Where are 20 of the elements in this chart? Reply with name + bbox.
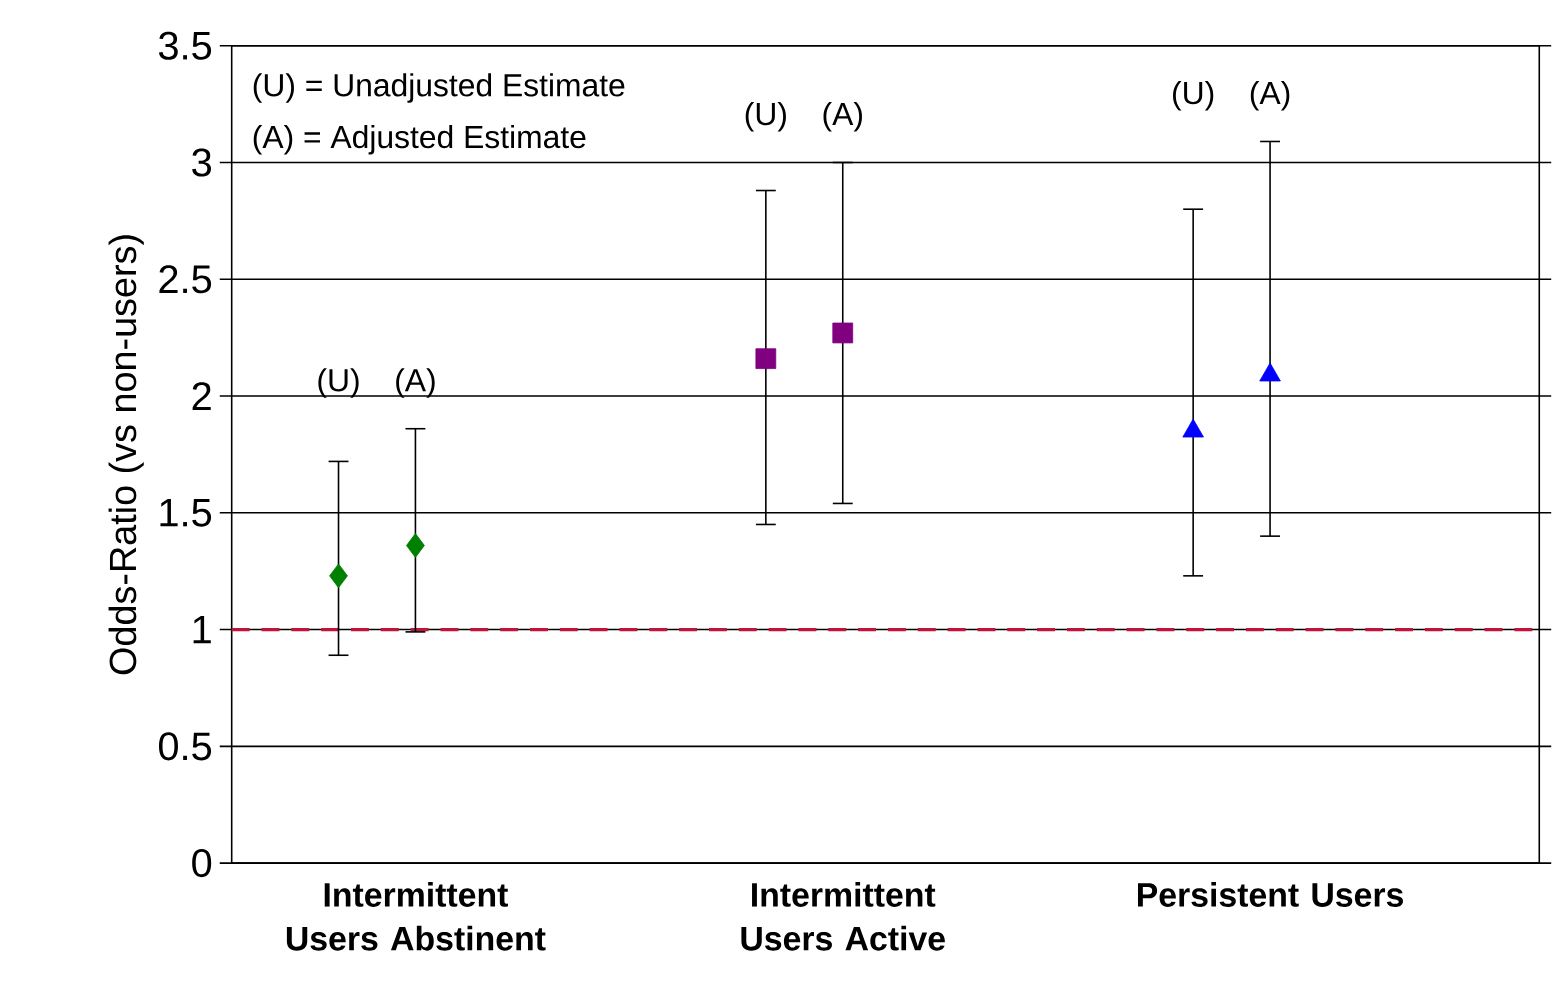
x-tick-label: Persistent Users [1137, 881, 1403, 907]
y-tick-label: 2.5 [159, 264, 212, 294]
annotation: (U) [1173, 80, 1214, 111]
annotation: (A) = Adjusted Estimate [253, 124, 586, 155]
annotation: (A) [396, 367, 435, 398]
y-axis-title: Odds-Ratio (vs non-users) [108, 235, 144, 674]
y-tick-label: 3.5 [158, 31, 212, 60]
annotation: (U) = Unadjusted Estimate [253, 72, 625, 103]
y-tick-label: 1.5 [160, 498, 212, 527]
y-tick-label: 0 [192, 848, 212, 877]
y-tick-label: 1 [193, 615, 211, 644]
y-tick-label: 2 [192, 381, 211, 410]
annotation: (U) [318, 367, 359, 398]
y-tick-label: 3 [192, 148, 211, 177]
x-tick-label: Intermittent Users Active [741, 881, 945, 951]
annotation: (U) [745, 101, 786, 132]
y-tick-label: 0.5 [159, 732, 212, 761]
x-tick-label: Intermittent Users Abstinent [286, 881, 546, 951]
annotation: (A) [823, 101, 862, 132]
annotation: (A) [1250, 80, 1290, 111]
